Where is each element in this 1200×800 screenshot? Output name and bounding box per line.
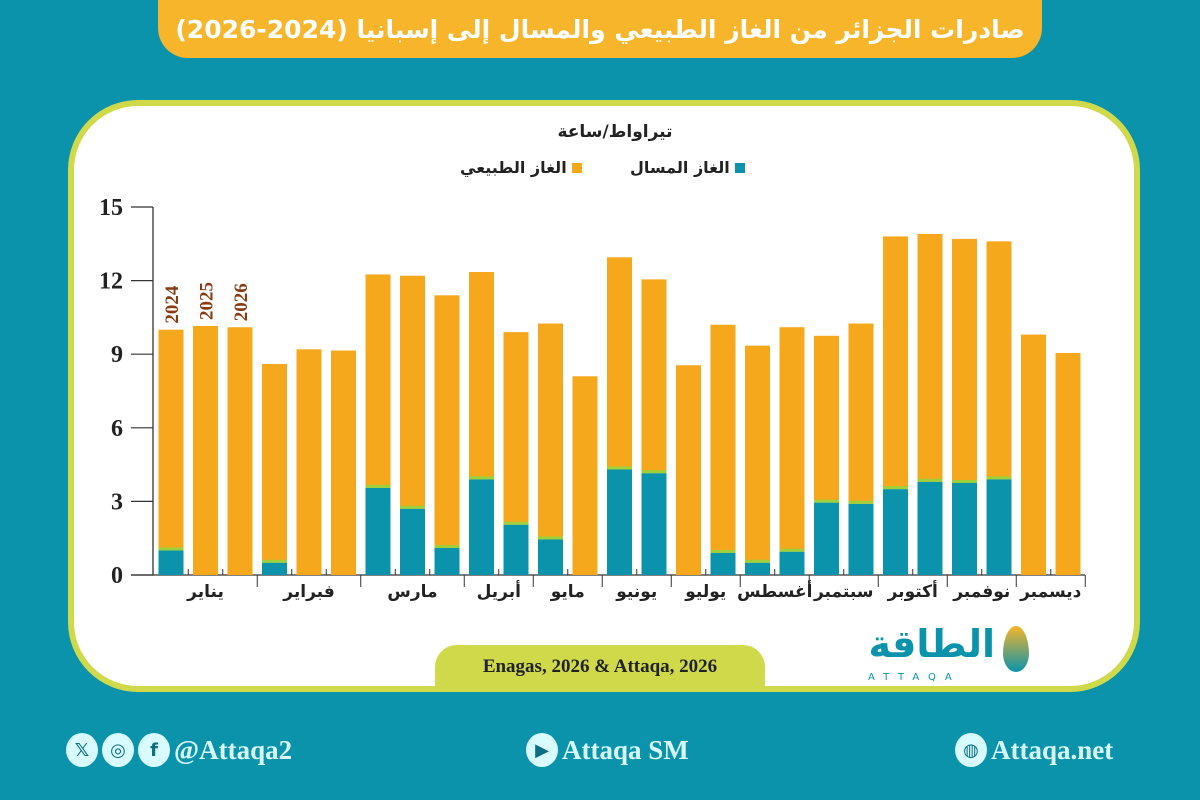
- legend-item-lng: الغاز المسال: [630, 158, 745, 177]
- logo-arabic: الطاقة: [868, 622, 995, 666]
- legend-swatch-lng: [734, 162, 745, 173]
- source-label: Enagas, 2026 & Attaqa, 2026: [435, 645, 765, 689]
- footer-social[interactable]: 𝕏 ◎ f @Attaqa2: [66, 733, 292, 767]
- instagram-icon[interactable]: ◎: [102, 733, 134, 767]
- website-link[interactable]: Attaqa.net: [991, 734, 1114, 765]
- legend-label-lng: الغاز المسال: [630, 158, 730, 177]
- y-axis-unit: تيراواط/ساعة: [557, 122, 673, 142]
- globe-icon[interactable]: ◍: [955, 733, 987, 767]
- chart-title: صادرات الجزائر من الغاز الطبيعي والمسال …: [175, 14, 1025, 44]
- logo-english: ATTAQA: [868, 672, 961, 683]
- x-icon[interactable]: 𝕏: [66, 733, 98, 767]
- youtube-handle[interactable]: Attaqa SM: [562, 734, 689, 765]
- legend-swatch-natural-gas: [571, 162, 582, 173]
- footer-website[interactable]: ◍ Attaqa.net: [955, 733, 1113, 767]
- attaqa-logo: الطاقة ATTAQA: [860, 622, 1035, 686]
- legend-label-natural-gas: الغاز الطبيعي: [460, 158, 567, 177]
- legend-item-natural-gas: الغاز الطبيعي: [460, 158, 582, 177]
- footer-youtube[interactable]: ▶ Attaqa SM: [526, 733, 689, 767]
- logo-drop-icon: [1003, 626, 1029, 672]
- facebook-icon[interactable]: f: [138, 733, 170, 767]
- youtube-icon[interactable]: ▶: [526, 733, 558, 767]
- social-handle[interactable]: @Attaqa2: [174, 734, 293, 765]
- chart-card: [68, 100, 1140, 692]
- title-banner: صادرات الجزائر من الغاز الطبيعي والمسال …: [158, 0, 1042, 58]
